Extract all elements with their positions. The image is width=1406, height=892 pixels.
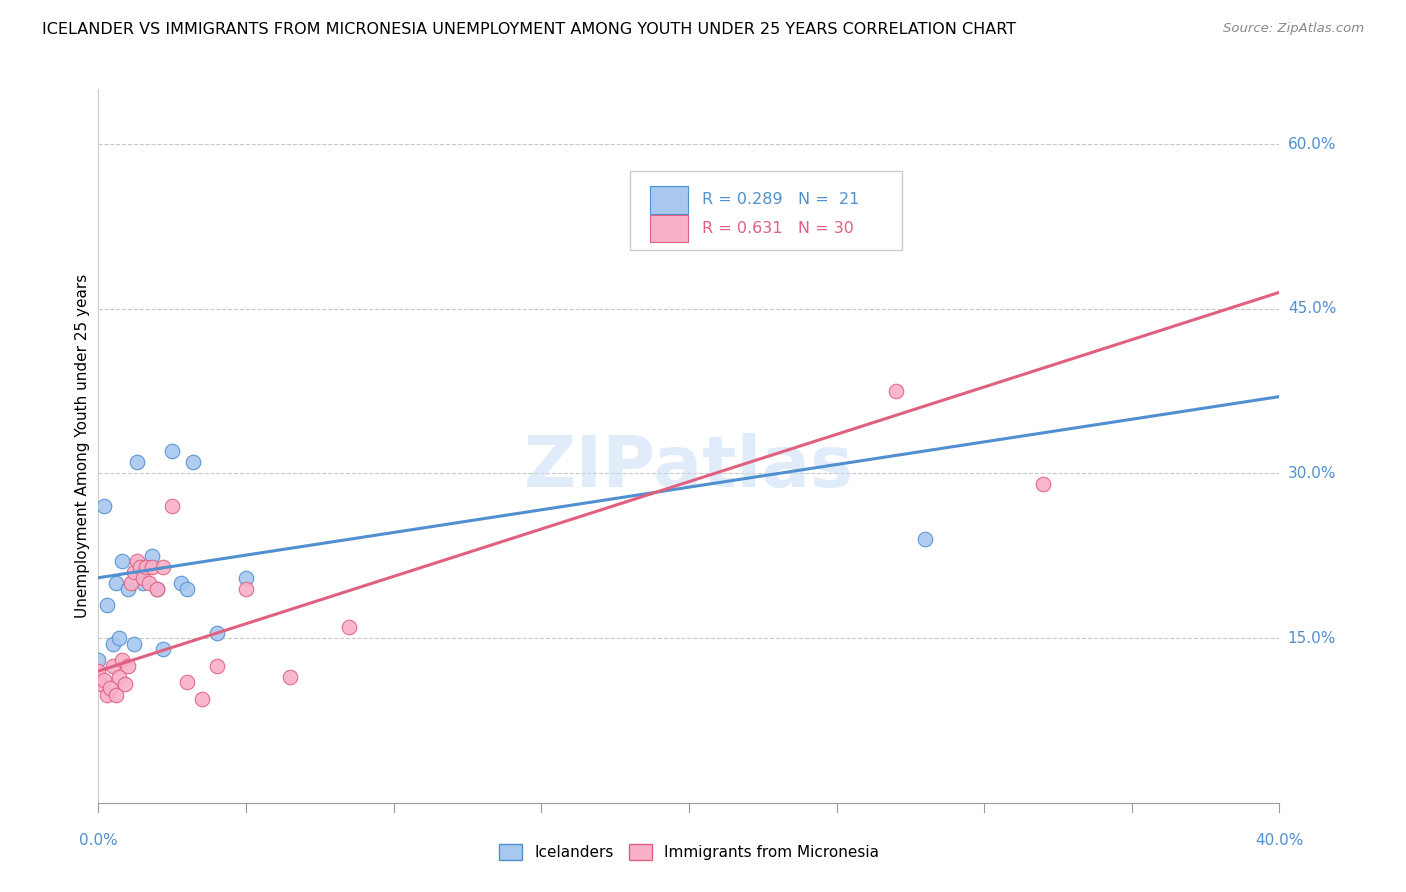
Point [114, 677, 136, 691]
Point [205, 658, 228, 673]
Point [152, 642, 174, 657]
FancyBboxPatch shape [650, 215, 688, 242]
FancyBboxPatch shape [650, 186, 688, 213]
Point [205, 625, 228, 640]
Legend: Icelanders, Immigrants from Micronesia: Icelanders, Immigrants from Micronesia [494, 838, 884, 866]
Point [122, 566, 145, 580]
Text: ZIPatlas: ZIPatlas [524, 433, 853, 502]
Point [111, 554, 134, 568]
Point [87, 664, 110, 678]
Point [884, 384, 907, 398]
Point [108, 631, 131, 645]
Text: 30.0%: 30.0% [1288, 466, 1336, 481]
Point [162, 444, 183, 458]
Text: R = 0.289   N =  21: R = 0.289 N = 21 [702, 193, 859, 207]
Point [235, 571, 257, 585]
Point [120, 576, 142, 591]
Point [176, 675, 198, 690]
Point [117, 658, 139, 673]
Point [152, 559, 174, 574]
Text: 45.0%: 45.0% [1288, 301, 1336, 317]
Point [111, 653, 134, 667]
Point [98, 681, 121, 695]
Point [135, 559, 157, 574]
Point [93, 673, 115, 687]
Text: 60.0%: 60.0% [1288, 136, 1336, 152]
FancyBboxPatch shape [630, 171, 901, 250]
Point [103, 637, 125, 651]
Point [176, 582, 198, 596]
Text: R = 0.631   N = 30: R = 0.631 N = 30 [702, 221, 853, 235]
Y-axis label: Unemployment Among Youth under 25 years: Unemployment Among Youth under 25 years [75, 274, 90, 618]
Point [108, 669, 131, 683]
Point [141, 549, 163, 563]
Point [138, 576, 160, 591]
Point [105, 576, 128, 591]
Point [146, 582, 169, 596]
Point [914, 533, 936, 547]
Point [181, 455, 204, 469]
Point [132, 576, 155, 591]
Point [87, 653, 110, 667]
Point [128, 559, 150, 574]
Point [125, 554, 148, 568]
Point [162, 500, 183, 514]
Text: 15.0%: 15.0% [1288, 631, 1336, 646]
Point [235, 582, 257, 596]
Point [141, 559, 163, 574]
Point [117, 582, 139, 596]
Point [105, 688, 128, 702]
Point [125, 455, 148, 469]
Point [93, 500, 115, 514]
Point [103, 658, 125, 673]
Point [170, 576, 193, 591]
Point [90, 677, 112, 691]
Point [337, 620, 360, 634]
Text: 0.0%: 0.0% [79, 833, 118, 848]
Point [96, 688, 118, 702]
Text: Source: ZipAtlas.com: Source: ZipAtlas.com [1223, 22, 1364, 36]
Point [122, 637, 145, 651]
Point [146, 582, 169, 596]
Point [191, 691, 214, 706]
Text: ICELANDER VS IMMIGRANTS FROM MICRONESIA UNEMPLOYMENT AMONG YOUTH UNDER 25 YEARS : ICELANDER VS IMMIGRANTS FROM MICRONESIA … [42, 22, 1017, 37]
Point [132, 571, 155, 585]
Point [1032, 477, 1054, 491]
Point [278, 669, 302, 683]
Text: 40.0%: 40.0% [1256, 833, 1303, 848]
Point [96, 598, 118, 612]
